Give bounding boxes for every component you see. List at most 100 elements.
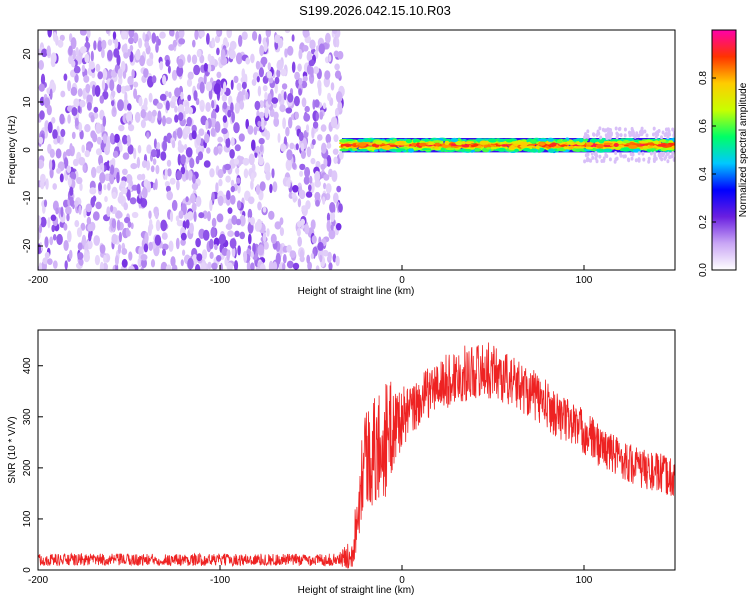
noise-cell: [325, 32, 331, 44]
noise-cell: [652, 157, 656, 162]
noise-cell: [641, 151, 645, 156]
signal-cell: [405, 138, 413, 144]
noise-cell: [67, 230, 72, 243]
noise-cell: [65, 206, 72, 215]
noise-cell: [230, 102, 234, 113]
noise-cell: [294, 111, 300, 120]
signal-cell: [385, 139, 391, 142]
noise-cell: [292, 262, 300, 270]
noise-cell: [314, 191, 321, 201]
noise-cell: [78, 122, 83, 133]
noise-cell: [141, 160, 148, 169]
noise-cell: [143, 101, 147, 109]
noise-cell: [116, 219, 121, 231]
noise-cell: [48, 159, 53, 171]
signal-cell: [462, 139, 467, 142]
signal-cell: [389, 144, 398, 147]
noise-cell: [187, 257, 194, 270]
noise-cell: [131, 211, 139, 219]
noise-cell: [258, 33, 262, 45]
noise-cell: [79, 30, 87, 36]
signal-cell: [535, 145, 540, 150]
noise-cell: [159, 93, 167, 101]
noise-cell: [146, 131, 150, 139]
signal-cell: [526, 138, 531, 143]
noise-cell: [198, 212, 205, 219]
noise-cell: [239, 214, 246, 227]
noise-cell: [337, 50, 344, 60]
noise-cell: [216, 47, 220, 56]
noise-cell: [666, 135, 670, 139]
noise-cell: [228, 49, 236, 60]
noise-cell: [320, 163, 326, 170]
noise-cell: [216, 30, 221, 36]
noise-cell: [657, 129, 661, 133]
signal-cell: [359, 148, 369, 152]
spectrogram-x-ticks: -200 -100 0 100: [28, 265, 593, 286]
noise-cell: [45, 178, 49, 190]
noise-cell: [225, 223, 233, 231]
noise-cell: [586, 129, 590, 134]
noise-cell: [642, 157, 646, 162]
noise-cell: [326, 212, 331, 222]
noise-cell: [122, 168, 128, 175]
noise-cell: [41, 48, 48, 58]
noise-cell: [139, 55, 146, 67]
noise-cell: [608, 135, 612, 140]
noise-cell: [112, 31, 117, 40]
noise-cell: [101, 39, 107, 50]
signal-cell: [658, 139, 667, 143]
noise-cell: [246, 260, 251, 270]
noise-cell: [165, 59, 170, 67]
noise-cell: [67, 80, 72, 92]
noise-cell: [121, 44, 128, 54]
noise-cell: [318, 84, 322, 97]
noise-cell: [299, 163, 306, 171]
signal-cell: [358, 142, 367, 147]
noise-cell: [143, 243, 149, 253]
noise-cell: [269, 183, 273, 194]
noise-cell: [268, 210, 275, 220]
noise-cell: [86, 216, 92, 226]
noise-cell: [72, 49, 76, 61]
noise-cell: [660, 151, 664, 156]
noise-cell: [166, 159, 172, 167]
noise-cell: [252, 31, 258, 41]
noise-cell: [273, 117, 280, 127]
noise-cell: [623, 133, 627, 138]
noise-cell: [192, 174, 196, 184]
noise-cell: [155, 147, 161, 159]
signal-cell: [408, 146, 414, 149]
noise-cell: [592, 132, 595, 137]
noise-cell: [47, 258, 53, 265]
x-tick-label: 100: [576, 275, 593, 286]
signal-cell: [444, 140, 450, 146]
noise-cell: [250, 250, 254, 259]
noise-cell: [247, 208, 253, 220]
noise-cell: [222, 115, 228, 123]
noise-cell: [90, 115, 95, 123]
noise-cell: [272, 261, 278, 270]
noise-cell: [300, 142, 305, 152]
noise-cell: [319, 254, 323, 263]
noise-cell: [77, 105, 81, 113]
noise-cell: [302, 30, 310, 38]
signal-cell: [339, 148, 349, 152]
signal-cell: [528, 149, 537, 153]
noise-cell: [40, 73, 46, 86]
noise-cell: [94, 254, 100, 266]
noise-cell: [93, 40, 97, 51]
noise-cell: [184, 143, 188, 150]
noise-cell: [203, 62, 208, 72]
signal-cell: [627, 138, 635, 141]
noise-cell: [50, 52, 57, 64]
noise-cell: [668, 155, 672, 160]
noise-cell: [654, 131, 658, 136]
noise-cell: [235, 218, 242, 226]
noise-cell: [231, 111, 236, 123]
noise-cell: [223, 81, 227, 93]
noise-cell: [243, 251, 248, 263]
noise-cell: [197, 151, 204, 161]
noise-cell: [202, 229, 210, 241]
noise-cell: [263, 241, 269, 250]
